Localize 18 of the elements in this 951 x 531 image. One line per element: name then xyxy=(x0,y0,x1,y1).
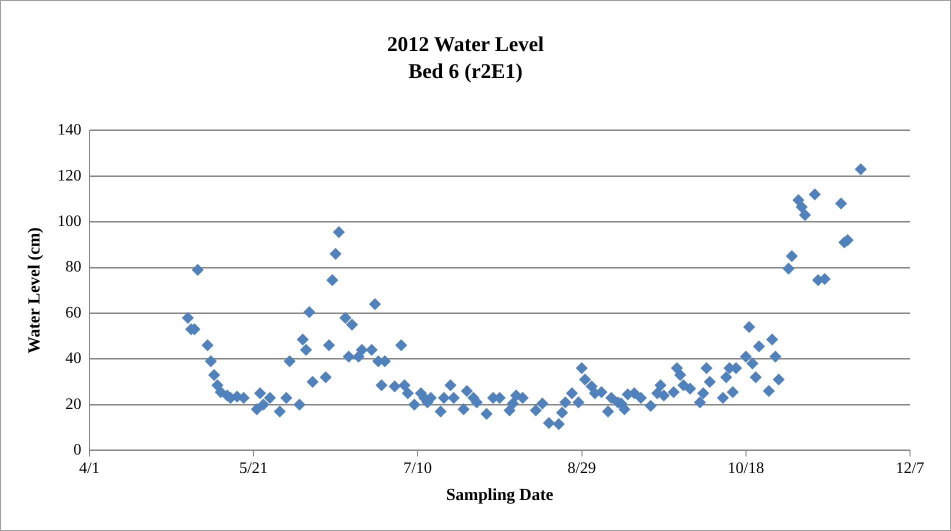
y-tick-label: 40 xyxy=(65,350,82,368)
x-axis-title: Sampling Date xyxy=(446,485,554,504)
y-tick-label: 0 xyxy=(73,442,82,459)
y-tick-label: 120 xyxy=(57,167,82,184)
y-axis-title: Water Level (cm) xyxy=(24,227,44,354)
y-tick-label: 60 xyxy=(65,304,82,322)
x-tick-label: 10/18 xyxy=(728,460,764,478)
x-tick-label: 12/7 xyxy=(896,460,924,478)
chart-title: 2012 Water Level xyxy=(387,32,544,56)
x-tick-label: 7/10 xyxy=(403,460,432,478)
y-tick-label: 20 xyxy=(65,396,82,413)
x-tick-label: 8/29 xyxy=(568,460,596,478)
y-tick-label: 100 xyxy=(57,213,82,230)
chart-subtitle: Bed 6 (r2E1) xyxy=(408,59,523,84)
x-tick-label: 5/21 xyxy=(239,460,268,478)
y-tick-label: 80 xyxy=(65,258,82,276)
y-tick-label: 140 xyxy=(57,122,82,139)
x-tick-label: 4/1 xyxy=(79,460,100,478)
